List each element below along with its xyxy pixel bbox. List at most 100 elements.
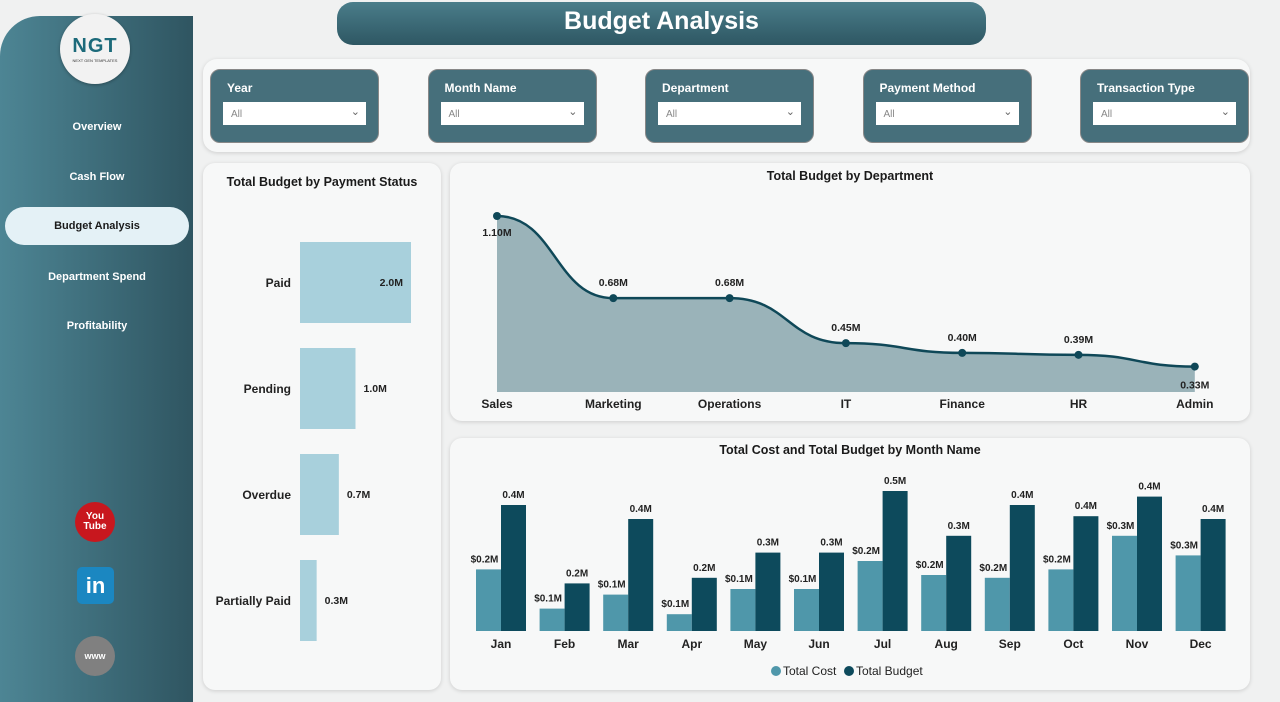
data-label: 0.3M bbox=[325, 595, 349, 607]
data-point bbox=[841, 339, 850, 348]
linkedin-icon[interactable]: in bbox=[77, 567, 114, 604]
cost-bar bbox=[1175, 555, 1201, 631]
department-card: Total Budget by Department 1.10M Sales 0.6… bbox=[450, 163, 1250, 421]
data-label: $0.1M bbox=[789, 574, 817, 585]
legend-label: Total Budget bbox=[856, 664, 923, 678]
data-label: 0.4M bbox=[1075, 501, 1097, 512]
budget-bar bbox=[1137, 496, 1162, 631]
budget-bar bbox=[1200, 519, 1226, 631]
cost-bar bbox=[984, 577, 1010, 631]
cost-bar bbox=[476, 569, 501, 631]
category-label: Jan bbox=[491, 637, 512, 651]
category-label: HR bbox=[1070, 397, 1088, 411]
data-label: 0.3M bbox=[820, 538, 842, 549]
data-label: $0.1M bbox=[725, 574, 753, 585]
filter-year: Year All ⌄ bbox=[210, 69, 379, 143]
nav-profitability[interactable]: Profitability bbox=[66, 320, 128, 332]
department-chart: 1.10M Sales 0.68M Marketing 0.68M Operations 0… bbox=[481, 212, 1213, 411]
filter-label: Month Name bbox=[444, 81, 517, 95]
sidebar: NGT NEXT GEN TEMPLATES Overview Cash Flo… bbox=[0, 14, 193, 702]
data-point bbox=[493, 212, 501, 220]
data-point bbox=[1074, 350, 1083, 359]
nav-overview[interactable]: Overview bbox=[72, 121, 122, 133]
filter-dropdown[interactable]: All ⌄ bbox=[658, 102, 801, 125]
data-label: 0.7M bbox=[347, 489, 371, 501]
data-label: $0.2M bbox=[1043, 554, 1071, 565]
chevron-down-icon: ⌄ bbox=[1220, 106, 1230, 118]
data-label: 0.4M bbox=[1202, 504, 1224, 515]
youtube-icon[interactable]: You Tube bbox=[75, 502, 115, 542]
nav-department-spend[interactable]: Department Spend bbox=[48, 271, 146, 283]
data-label: 0.68M bbox=[715, 277, 744, 289]
data-label: $0.2M bbox=[916, 560, 944, 571]
data-label: 0.68M bbox=[599, 277, 628, 289]
category-label: Jul bbox=[874, 637, 891, 651]
data-label: $0.1M bbox=[534, 594, 562, 605]
cost-bar bbox=[539, 608, 565, 631]
data-label: 0.3M bbox=[948, 521, 970, 532]
chart-title: Total Budget by Payment Status bbox=[226, 175, 418, 189]
category-label: Operations bbox=[698, 397, 762, 411]
data-label: 1.0M bbox=[364, 383, 388, 395]
category-label: Oct bbox=[1063, 637, 1083, 651]
filter-dropdown[interactable]: All ⌄ bbox=[875, 102, 1019, 125]
category-label: May bbox=[744, 637, 768, 651]
category-label: Aug bbox=[935, 637, 958, 651]
filter-label: Payment Method bbox=[879, 81, 976, 95]
data-point bbox=[725, 294, 734, 303]
category-label: Sep bbox=[999, 637, 1021, 651]
data-label: 0.33M bbox=[1180, 380, 1209, 392]
budget-bar bbox=[755, 552, 781, 631]
data-label: 0.4M bbox=[1138, 482, 1160, 493]
category-label: Partially Paid bbox=[216, 594, 291, 608]
cost-bar bbox=[1112, 535, 1137, 631]
budget-bar bbox=[691, 577, 717, 631]
data-label: 0.39M bbox=[1064, 334, 1093, 346]
category-label: Dec bbox=[1190, 637, 1212, 651]
data-point bbox=[1190, 362, 1199, 371]
legend-marker bbox=[771, 666, 781, 676]
filter-dropdown[interactable]: All ⌄ bbox=[1093, 102, 1236, 125]
budget-bar bbox=[501, 505, 526, 631]
category-label: Jun bbox=[808, 637, 829, 651]
status-bar bbox=[300, 348, 356, 429]
status-bar bbox=[300, 560, 317, 641]
filter-label: Transaction Type bbox=[1097, 81, 1195, 95]
data-label: 0.45M bbox=[831, 322, 860, 334]
status-bar bbox=[300, 242, 411, 323]
category-label: Apr bbox=[681, 637, 702, 651]
budget-bar bbox=[819, 552, 844, 631]
monthly-card: Total Cost and Total Budget by Month Nam… bbox=[450, 438, 1250, 690]
legend-marker bbox=[844, 666, 854, 676]
filter-department: Department All ⌄ bbox=[645, 69, 814, 143]
data-label: 0.2M bbox=[693, 563, 715, 574]
budget-bar bbox=[628, 519, 654, 631]
filter-transaction-type: Transaction Type All ⌄ bbox=[1080, 69, 1249, 143]
category-label: Pending bbox=[244, 382, 291, 396]
filter-month-name: Month Name All ⌄ bbox=[427, 69, 597, 143]
chart-title: Total Cost and Total Budget by Month Nam… bbox=[719, 443, 981, 457]
globe-icon[interactable]: www bbox=[75, 636, 115, 676]
category-label: Feb bbox=[554, 637, 575, 651]
nav-cash-flow[interactable]: Cash Flow bbox=[69, 171, 125, 183]
category-label: Mar bbox=[618, 637, 640, 651]
category-label: Marketing bbox=[585, 397, 642, 411]
category-label: Paid bbox=[266, 276, 291, 290]
budget-bar bbox=[1009, 505, 1035, 631]
category-label: Admin bbox=[1176, 397, 1213, 411]
legend-label: Total Cost bbox=[783, 664, 837, 678]
filter-dropdown[interactable]: All ⌄ bbox=[223, 102, 366, 125]
data-label: $0.2M bbox=[852, 546, 880, 557]
nav-budget-analysis[interactable]: Budget Analysis bbox=[5, 207, 189, 245]
monthly-chart: $0.2M 0.4M Jan $0.1M 0.2M Feb $0.1M 0.4M Mar $0.1… bbox=[471, 476, 1226, 678]
category-label: Nov bbox=[1126, 637, 1149, 651]
status-bar bbox=[300, 454, 339, 535]
data-label: 1.10M bbox=[482, 227, 511, 239]
logo: NGT NEXT GEN TEMPLATES bbox=[60, 14, 130, 84]
filter-label: Department bbox=[662, 81, 729, 95]
data-label: 0.4M bbox=[1011, 490, 1033, 501]
filter-dropdown[interactable]: All ⌄ bbox=[440, 102, 584, 125]
filter-payment-method: Payment Method All ⌄ bbox=[862, 69, 1032, 143]
data-label: 0.4M bbox=[502, 490, 524, 501]
cost-bar bbox=[921, 575, 947, 631]
